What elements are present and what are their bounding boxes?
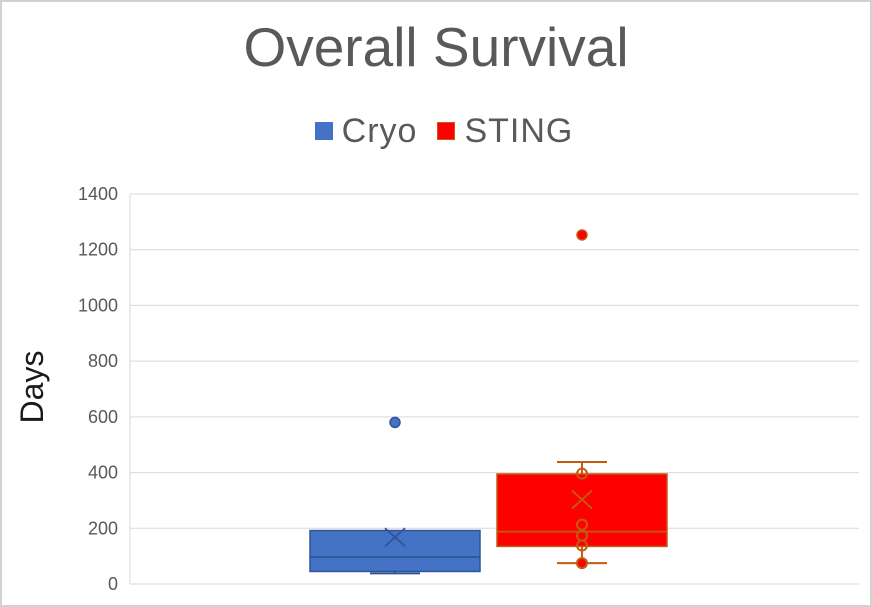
legend-label-cryo: Cryo: [341, 111, 418, 150]
y-tick-label: 400: [88, 463, 118, 483]
y-tick-label: 0: [108, 574, 118, 594]
y-tick-label: 200: [88, 518, 118, 538]
outlier-point-cryo: [389, 416, 401, 429]
y-tick-label: 1200: [78, 240, 118, 260]
y-tick-label: 1000: [78, 295, 118, 315]
y-tick-label: 600: [88, 407, 118, 427]
mean-marker-sting: [571, 489, 593, 510]
outlier-point-sting: [576, 229, 588, 241]
data-point-sting: [576, 557, 588, 570]
legend-swatch-cryo-icon: [314, 122, 333, 140]
legend-swatch-sting-icon: [437, 122, 456, 140]
legend-item-cryo[interactable]: Cryo: [314, 111, 418, 151]
data-point-sting: [576, 539, 588, 552]
box-sting: [496, 473, 668, 548]
legend-label-sting: STING: [464, 111, 574, 150]
chart-title: Overall Survival: [243, 16, 629, 78]
mean-marker-cryo: [384, 527, 406, 547]
chart-legend: Cryo STING: [2, 110, 870, 152]
y-tick-label: 800: [88, 351, 118, 371]
legend-item-sting[interactable]: STING: [437, 112, 573, 151]
y-tick-label: 1400: [78, 184, 118, 204]
data-point-sting: [576, 467, 588, 480]
